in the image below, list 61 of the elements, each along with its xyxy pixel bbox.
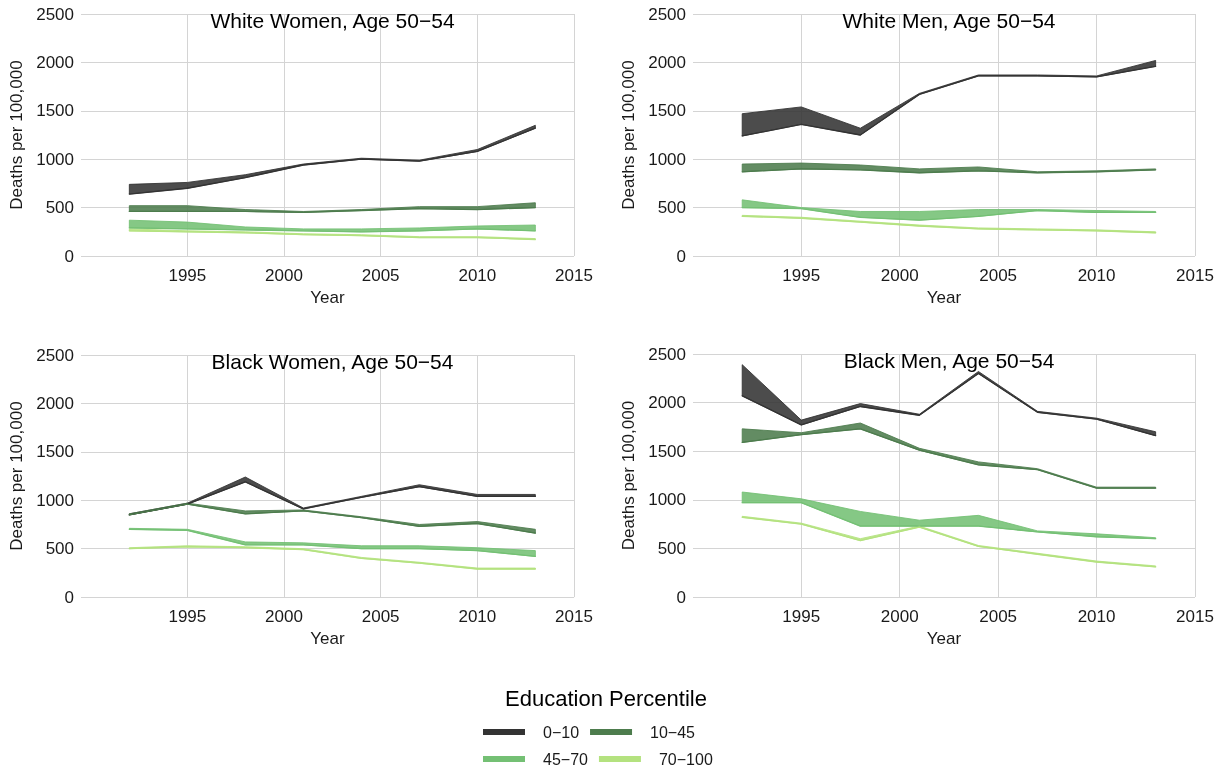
y-tick-label: 1000 <box>36 149 74 169</box>
legend-label: 10−45 <box>650 723 696 741</box>
y-tick-label: 1000 <box>648 149 686 169</box>
x-tick-label: 2010 <box>458 607 497 627</box>
chart-title: Black Men, Age 50−54 <box>843 349 1055 372</box>
y-tick-label: 1500 <box>36 101 74 121</box>
y-tick-label: 0 <box>676 246 686 266</box>
x-tick-label: 2015 <box>1176 607 1214 626</box>
x-tick-label: 1995 <box>168 607 207 627</box>
x-tick-label: 1995 <box>782 607 821 626</box>
x-axis-title: Year <box>926 628 962 648</box>
y-tick-label: 500 <box>45 198 74 218</box>
y-tick-label: 500 <box>657 198 686 218</box>
x-tick-label: 2000 <box>265 607 303 627</box>
x-tick-label: 2005 <box>979 607 1018 626</box>
x-tick-label: 2010 <box>1077 607 1116 626</box>
chart-title: White Women, Age 50−54 <box>210 9 455 32</box>
chart-title: White Men, Age 50−54 <box>842 9 1056 32</box>
y-tick-label: 1500 <box>36 442 74 462</box>
x-tick-label: 2010 <box>458 266 497 285</box>
y-tick-label: 500 <box>657 538 686 558</box>
x-axis-title: Year <box>926 287 962 307</box>
x-tick-label: 1995 <box>782 266 821 285</box>
legend-label: 70−100 <box>658 750 713 768</box>
x-tick-label: 2015 <box>555 266 593 285</box>
y-tick-label: 1500 <box>648 101 686 121</box>
y-axis-title: Deaths per 100,000 <box>619 400 639 551</box>
y-tick-label: 1000 <box>36 490 74 510</box>
y-tick-label: 2500 <box>36 4 74 24</box>
y-axis-title: Deaths per 100,000 <box>619 60 639 210</box>
legend-label: 0−10 <box>543 723 580 741</box>
x-tick-label: 2010 <box>1077 266 1116 285</box>
x-tick-label: 2015 <box>555 607 593 627</box>
legend-label: 45−70 <box>543 750 589 768</box>
y-tick-label: 2500 <box>36 345 74 365</box>
y-tick-label: 1500 <box>648 441 686 461</box>
y-tick-label: 0 <box>64 246 74 266</box>
y-tick-label: 500 <box>45 539 74 559</box>
x-axis-title: Year <box>310 629 346 648</box>
x-tick-label: 2005 <box>979 266 1018 285</box>
y-tick-label: 2000 <box>36 393 74 413</box>
x-tick-label: 1995 <box>168 266 207 285</box>
x-tick-label: 2000 <box>265 266 303 285</box>
y-tick-label: 2000 <box>648 52 686 72</box>
x-tick-label: 2005 <box>361 266 400 285</box>
y-tick-label: 0 <box>676 587 686 607</box>
y-tick-label: 1000 <box>648 490 686 510</box>
legend-title: Education Percentile <box>505 685 707 711</box>
x-tick-label: 2000 <box>880 266 919 285</box>
x-tick-label: 2000 <box>880 607 919 626</box>
y-axis-title: Deaths per 100,000 <box>7 401 27 551</box>
x-tick-label: 2005 <box>361 607 400 627</box>
x-tick-label: 2015 <box>1176 266 1214 285</box>
y-tick-label: 2000 <box>648 393 686 413</box>
x-axis-title: Year <box>310 287 346 307</box>
chart-title: Black Women, Age 50−54 <box>211 350 454 373</box>
y-tick-label: 0 <box>64 587 74 607</box>
y-tick-label: 2000 <box>36 52 74 72</box>
y-tick-label: 2500 <box>648 344 686 364</box>
y-axis-title: Deaths per 100,000 <box>7 60 27 210</box>
y-tick-label: 2500 <box>648 4 686 24</box>
